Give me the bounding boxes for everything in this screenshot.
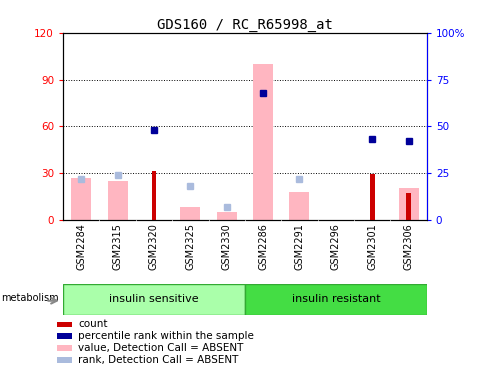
Bar [253, 64, 272, 220]
Text: rank, Detection Call = ABSENT: rank, Detection Call = ABSENT [78, 355, 238, 365]
Text: count: count [78, 320, 107, 329]
Text: insulin resistant: insulin resistant [291, 294, 379, 304]
Text: metabolism: metabolism [1, 293, 59, 303]
Bar [57, 345, 72, 351]
Bar [63, 284, 244, 315]
Bar [57, 333, 72, 339]
Text: GSM2284: GSM2284 [76, 223, 86, 270]
Bar [369, 175, 374, 220]
Bar [151, 171, 156, 220]
Bar [398, 188, 418, 220]
Text: value, Detection Call = ABSENT: value, Detection Call = ABSENT [78, 343, 243, 353]
Title: GDS160 / RC_R65998_at: GDS160 / RC_R65998_at [157, 18, 332, 32]
Bar [57, 357, 72, 363]
Text: GSM2286: GSM2286 [257, 223, 268, 270]
Text: GSM2306: GSM2306 [403, 223, 413, 269]
Text: GSM2320: GSM2320 [149, 223, 159, 270]
Text: insulin sensitive: insulin sensitive [109, 294, 198, 304]
Bar [71, 178, 91, 220]
Text: GSM2325: GSM2325 [185, 223, 195, 270]
Bar [289, 192, 309, 220]
Bar [244, 284, 426, 315]
Bar [107, 181, 127, 220]
Bar [180, 207, 200, 220]
Text: GSM2291: GSM2291 [294, 223, 304, 270]
Text: GSM2301: GSM2301 [366, 223, 377, 269]
Text: GSM2330: GSM2330 [221, 223, 231, 269]
Bar [216, 212, 236, 220]
Text: GSM2296: GSM2296 [330, 223, 340, 270]
Bar [57, 321, 72, 327]
Text: percentile rank within the sample: percentile rank within the sample [78, 331, 254, 341]
Bar [406, 193, 410, 220]
Text: GSM2315: GSM2315 [112, 223, 122, 270]
